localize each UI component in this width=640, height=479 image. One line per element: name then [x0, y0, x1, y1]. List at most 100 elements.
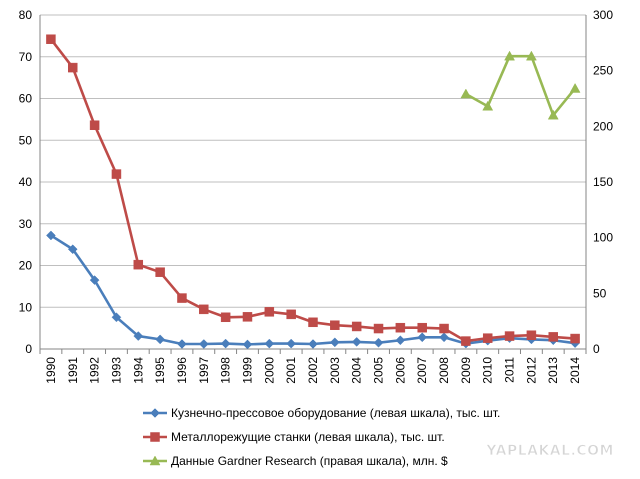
data-point: [548, 332, 558, 342]
data-point: [155, 267, 165, 277]
series-2: [46, 34, 580, 346]
data-point: [329, 337, 340, 348]
data-point: [460, 88, 472, 99]
series-line: [50, 234, 576, 346]
data-point: [482, 333, 493, 343]
y-left-tick-label: 50: [19, 133, 33, 147]
x-tick-label: 2001: [284, 357, 298, 384]
data-point: [417, 332, 428, 343]
legend-entry: Кузнечно-прессовое оборудование (левая ш…: [143, 406, 500, 420]
legend-label: Металлорежущие станки (левая шкала), тыс…: [171, 430, 445, 444]
y-left-tick-label: 60: [19, 92, 33, 106]
data-point: [525, 50, 537, 61]
data-point: [351, 337, 362, 347]
data-point: [177, 339, 187, 349]
y-left-tick-label: 80: [19, 8, 33, 22]
data-point: [395, 322, 406, 333]
data-point: [482, 100, 494, 111]
legend-marker: [150, 432, 160, 442]
x-tick-label: 1992: [88, 357, 102, 384]
series-layer: [46, 34, 581, 350]
data-point: [395, 335, 406, 346]
x-tick-label: 1999: [240, 357, 254, 384]
legend: Кузнечно-прессовое оборудование (левая ш…: [143, 406, 500, 468]
data-point: [351, 321, 362, 332]
y-right-tick-label: 150: [593, 175, 613, 189]
data-point: [439, 323, 449, 334]
y-right-tick-label: 100: [593, 231, 613, 245]
series-3: [460, 50, 581, 120]
series-line: [465, 54, 577, 117]
x-tick-label: 1995: [153, 357, 167, 384]
data-point: [242, 312, 253, 322]
x-tick-label: 1997: [197, 357, 211, 384]
data-point: [89, 275, 100, 285]
x-tick-label: 1990: [44, 357, 58, 384]
legend-label: Данные Gardner Research (правая шкала), …: [171, 454, 448, 468]
data-point: [220, 338, 231, 349]
data-point: [199, 304, 209, 315]
data-point: [504, 331, 515, 341]
data-point: [330, 320, 340, 330]
data-point: [46, 230, 56, 241]
x-tick-label: 2009: [459, 357, 473, 384]
y-right-tick-label: 0: [593, 342, 600, 356]
data-point: [570, 333, 580, 344]
x-tick-label: 2011: [503, 357, 517, 383]
data-point: [264, 338, 275, 349]
data-point: [89, 120, 100, 130]
x-tick-label: 2014: [568, 357, 582, 384]
data-point: [547, 109, 559, 120]
data-point: [264, 307, 275, 317]
data-point: [242, 339, 253, 350]
data-point: [177, 293, 187, 303]
y-right-tick-label: 50: [593, 286, 607, 300]
data-point: [198, 339, 209, 349]
x-tick-label: 1994: [131, 357, 145, 384]
data-point: [286, 309, 296, 320]
x-tick-label: 2003: [328, 357, 342, 384]
data-point: [111, 312, 122, 323]
legend-marker: [149, 455, 161, 466]
x-tick-label: 2000: [262, 357, 276, 384]
x-tick-label: 2013: [546, 357, 560, 384]
x-tick-label: 1991: [66, 357, 80, 384]
data-point: [526, 330, 537, 340]
x-tick-label: 1998: [219, 357, 233, 384]
x-tick-label: 2012: [524, 357, 538, 384]
y-left-tick-label: 20: [19, 259, 33, 273]
data-point: [111, 169, 122, 179]
legend-entry: Данные Gardner Research (правая шкала), …: [143, 454, 448, 468]
x-tick-label: 2010: [481, 357, 495, 384]
data-point: [68, 62, 78, 73]
data-point: [569, 82, 581, 93]
data-point: [461, 336, 471, 346]
legend-label: Кузнечно-прессовое оборудование (левая ш…: [171, 406, 500, 420]
x-tick-label: 2006: [393, 357, 407, 384]
x-tick-label: 2007: [415, 357, 429, 384]
legend-entry: Металлорежущие станки (левая шкала), тыс…: [143, 430, 445, 444]
x-tick-label: 1996: [175, 357, 189, 384]
x-tick-label: 2008: [437, 357, 451, 384]
data-point: [133, 331, 144, 341]
x-tick-label: 1993: [109, 357, 123, 384]
data-point: [308, 317, 318, 328]
data-point: [504, 50, 515, 61]
x-tick-label: 2005: [372, 357, 386, 384]
data-point: [308, 339, 318, 349]
gridlines: [40, 14, 586, 308]
series-1: [46, 230, 580, 350]
data-point: [155, 334, 165, 345]
y-left-tick-label: 10: [19, 300, 33, 314]
data-point: [220, 312, 231, 323]
watermark: YAPLAKAL.COM: [485, 443, 614, 459]
y-left-tick-label: 70: [19, 50, 33, 64]
axes: 0 10 20 30 40 50 60 70 80 0 50 100 150 200 250 300 1990 1…: [19, 8, 614, 384]
y-left-tick-label: 30: [19, 217, 33, 231]
data-point: [133, 259, 144, 270]
data-point: [417, 322, 427, 333]
y-left-tick-label: 0: [25, 342, 32, 356]
data-point: [67, 244, 78, 255]
